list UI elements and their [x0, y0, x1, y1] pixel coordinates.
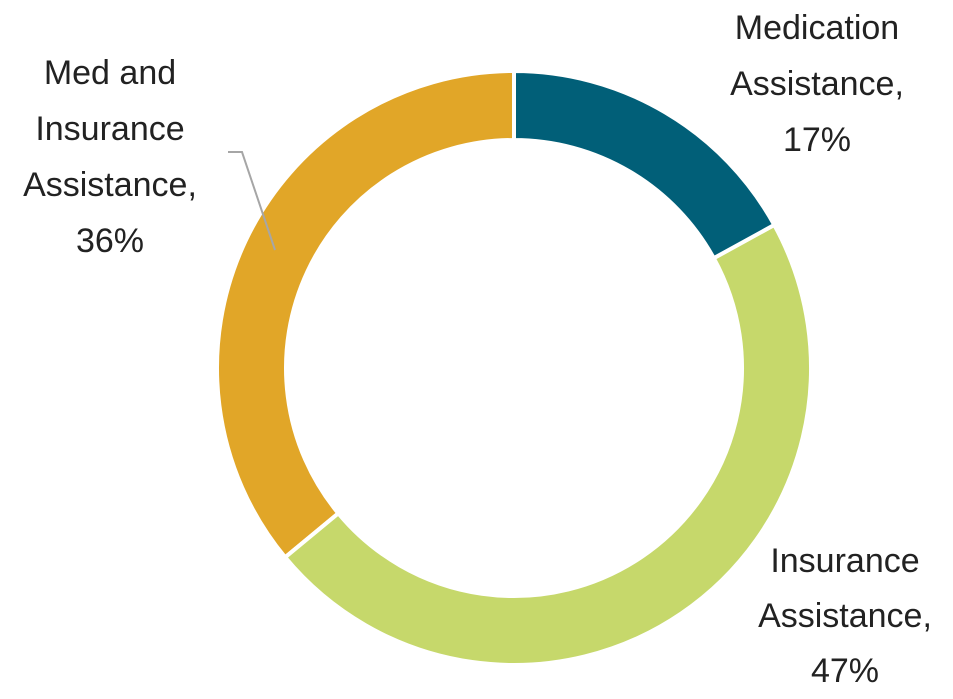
- value-label: 36%: [75, 222, 145, 260]
- value-label: 47%: [810, 652, 880, 690]
- category-label: Medication Assistance,: [730, 9, 904, 103]
- data-label: Medication Assistance, 17%: [687, 0, 947, 168]
- value-label: 17%: [782, 121, 852, 159]
- donut-slice: [282, 222, 813, 667]
- leader-line: [228, 151, 276, 251]
- category-label: Med and Insurance Assistance,: [23, 54, 197, 204]
- data-label: Insurance Assistance, 47%: [735, 534, 953, 699]
- donut-slice: [215, 68, 516, 561]
- donut-slice: [512, 68, 777, 261]
- data-label: Med and Insurance Assistance, 36%: [0, 45, 220, 269]
- category-label: Insurance Assistance,: [758, 542, 932, 635]
